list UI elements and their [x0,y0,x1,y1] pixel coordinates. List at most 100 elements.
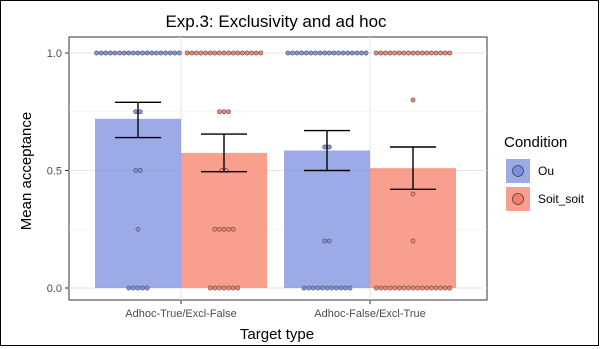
y-tick-label: 0.0 [47,283,62,295]
data-point [324,285,330,291]
data-point [333,285,339,291]
y-axis-label: Mean acceptance [18,112,35,230]
data-point [410,285,416,291]
legend-key-dot [512,193,524,205]
data-point [342,285,348,291]
data-point [221,50,227,56]
data-point [137,109,143,115]
data-point [387,50,393,56]
bar-Ou-0 [95,118,181,288]
data-point [322,238,328,244]
data-point [235,50,241,56]
data-point [405,50,411,56]
data-point [94,50,99,56]
bar-Soit_soit-0 [181,152,267,288]
data-point [216,50,222,56]
data-point [121,50,127,56]
data-point [396,285,402,291]
data-point [424,50,430,56]
data-point [130,285,136,291]
data-point [212,50,218,56]
data-point [317,50,323,56]
data-point [230,226,236,232]
data-point [221,226,227,232]
data-point [331,50,337,56]
data-point [447,50,453,56]
data-point [135,226,141,232]
data-point [216,285,222,291]
data-point [207,50,213,56]
data-point [410,191,416,197]
data-point [203,50,208,56]
data-point [290,50,295,56]
data-point [230,285,236,291]
data-point [103,50,109,56]
data-point [193,50,199,56]
data-point [354,50,360,56]
data-point [163,50,168,56]
data-point [207,285,213,291]
data-point [308,50,314,56]
data-point [438,285,443,291]
data-point [336,50,341,56]
data-point [319,285,325,291]
data-point [235,285,241,291]
data-point [239,50,245,56]
data-point [172,50,178,56]
data-point [428,50,434,56]
data-point [306,285,311,291]
data-point [253,50,259,56]
data-point [428,285,434,291]
data-point [396,50,402,56]
data-point [447,285,453,291]
data-point [167,50,173,56]
y-tick-label: 1.0 [47,48,62,60]
data-point [258,50,264,56]
x-tick-label: Adhoc-False/Excl-True [314,308,425,320]
data-point [144,50,150,56]
chart-title: Exp.3: Exclusivity and ad hoc [165,12,387,31]
data-point [373,50,379,56]
data-point [117,50,122,56]
data-point [140,50,145,56]
data-point [108,50,113,56]
data-point [442,285,448,291]
data-point [158,50,164,56]
legend-label: Ou [538,164,554,178]
legend-key-dot [512,165,524,177]
data-point [226,50,231,56]
data-point [98,50,104,56]
data-point [226,109,231,115]
data-point [401,50,407,56]
legend-label: Soit_soit [538,192,585,206]
data-point [144,285,150,291]
data-point [303,50,309,56]
legend: Condition Ou Soit_soit [504,134,585,211]
data-point [326,50,332,56]
data-point [326,144,332,150]
legend-title: Condition [504,134,567,151]
data-point [345,50,351,56]
data-point [322,50,328,56]
data-point [226,285,231,291]
data-point [392,50,397,56]
data-point [285,50,291,56]
data-point [433,285,439,291]
data-point [226,226,231,232]
data-point [347,285,353,291]
data-point [419,285,425,291]
data-point [387,285,393,291]
data-point [216,226,222,232]
data-point [212,226,218,232]
data-point [322,144,328,150]
data-point [338,285,344,291]
x-axis-label: Target type [240,326,314,343]
data-point [438,50,443,56]
data-point [149,50,155,56]
x-tick-label: Adhoc-True/Excl-False [125,308,236,320]
data-point [230,50,236,56]
bar-Ou-1 [284,150,370,288]
data-point [329,285,334,291]
data-point [326,238,332,244]
